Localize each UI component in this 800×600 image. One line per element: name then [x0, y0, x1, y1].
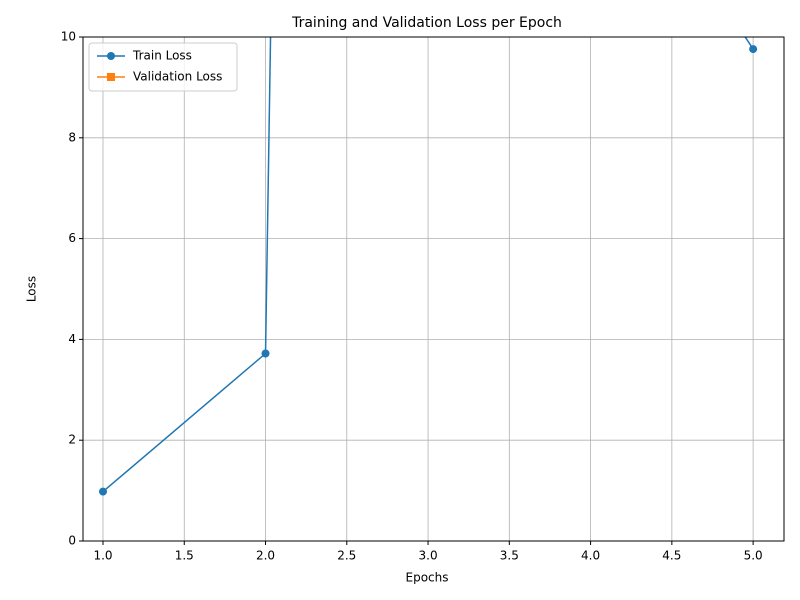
x-tick-label: 4.5 [662, 549, 681, 563]
legend-label: Train Loss [132, 49, 192, 63]
y-axis-label: Loss [25, 276, 39, 302]
x-axis-label: Epochs [406, 571, 449, 585]
y-tick-label: 8 [68, 130, 76, 144]
x-tick-label: 3.0 [419, 549, 438, 563]
marker [749, 45, 758, 54]
chart-title: Training and Validation Loss per Epoch [291, 15, 562, 31]
plot-area [98, 37, 758, 496]
x-tick-label: 1.5 [175, 549, 194, 563]
x-tick-label: 3.5 [500, 549, 519, 563]
x-tick-label: 5.0 [744, 549, 763, 563]
marker [107, 52, 115, 60]
series-line [102, 37, 754, 493]
marker [98, 487, 107, 496]
y-tick-label: 10 [61, 30, 76, 44]
x-tick-label: 2.0 [256, 549, 275, 563]
y-tick-label: 2 [68, 433, 76, 447]
y-tick-label: 4 [68, 332, 76, 346]
axes-frame [82, 36, 785, 542]
y-tick-label: 6 [68, 231, 76, 245]
x-tick-label: 1.0 [93, 549, 112, 563]
legend-label: Validation Loss [133, 70, 222, 84]
marker [107, 73, 115, 81]
marker [261, 349, 270, 358]
x-tick-label: 2.5 [337, 549, 356, 563]
legend-box [88, 42, 238, 92]
y-tick-label: 0 [68, 534, 76, 548]
x-tick-label: 4.0 [581, 549, 600, 563]
legend: Train Loss Validation Loss [88, 42, 238, 92]
